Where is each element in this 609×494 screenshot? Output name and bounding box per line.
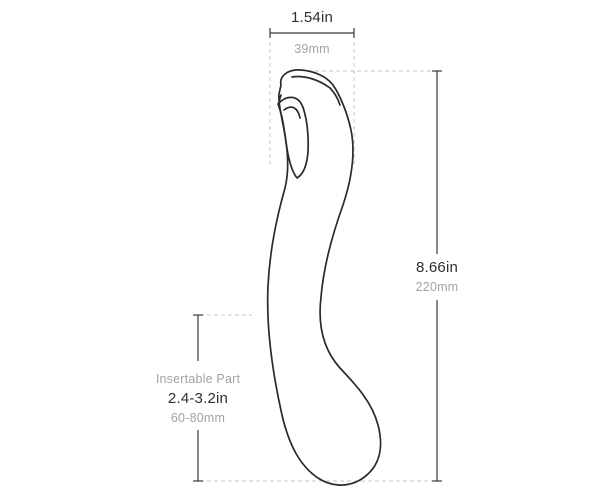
width-imperial-label: 1.54in bbox=[290, 9, 334, 26]
head-ridge-detail bbox=[291, 75, 331, 89]
length-metric-label: 220mm bbox=[415, 280, 459, 294]
product-outline bbox=[266, 69, 382, 486]
head-insert-inner bbox=[283, 106, 301, 119]
head-insert-outline bbox=[277, 96, 310, 179]
insertable-dimension-line bbox=[193, 314, 203, 482]
insertable-metric-label: 60-80mm bbox=[170, 411, 226, 425]
guide-lines bbox=[193, 42, 442, 482]
product-body-outline bbox=[266, 69, 382, 486]
length-dimension-line bbox=[432, 70, 442, 482]
width-dimension-line bbox=[269, 28, 355, 38]
width-metric-label: 39mm bbox=[294, 42, 330, 56]
insertable-caption: Insertable Part bbox=[155, 372, 241, 386]
head-edge-detail bbox=[329, 87, 341, 106]
length-imperial-label: 8.66in bbox=[415, 259, 459, 276]
insertable-imperial-label: 2.4-3.2in bbox=[167, 390, 229, 407]
